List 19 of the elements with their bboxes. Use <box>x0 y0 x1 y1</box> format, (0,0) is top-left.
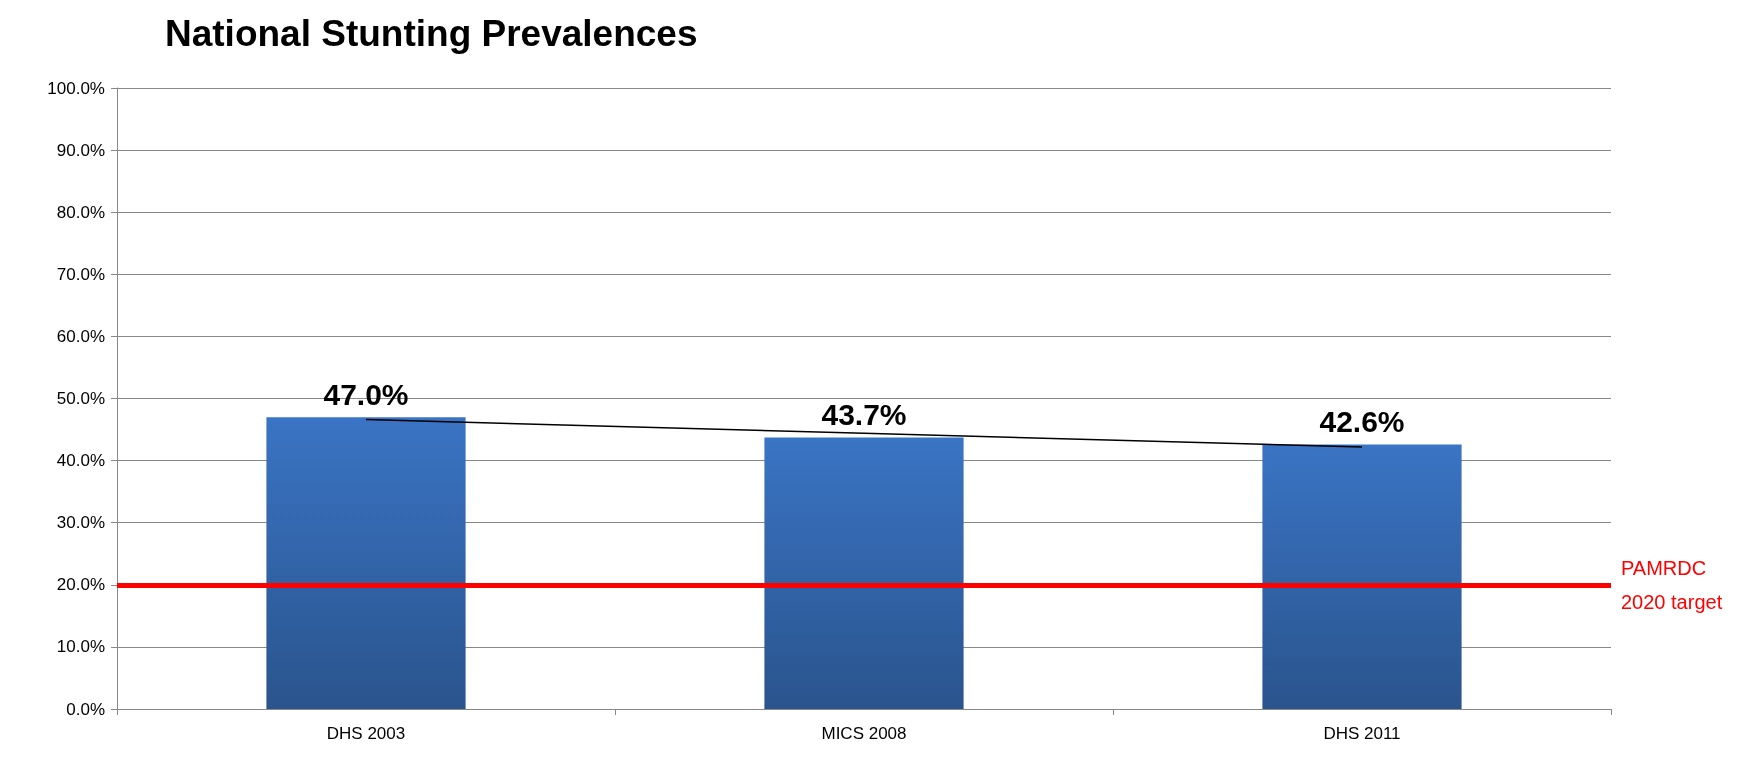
y-tick-label: 0.0% <box>66 699 105 719</box>
y-tick-label: 60.0% <box>56 326 105 346</box>
chart-title: National Stunting Prevalences <box>165 13 698 54</box>
y-tick-label: 50.0% <box>56 389 105 408</box>
y-tick-label: 100.0% <box>47 78 105 98</box>
y-tick-label: 30.0% <box>56 513 105 533</box>
data-label: 47.0% <box>323 377 409 411</box>
y-tick-label: 20.0% <box>56 575 105 595</box>
x-tick-label: DHS 2003 <box>326 724 406 743</box>
x-tick-label: DHS 2011 <box>1323 724 1401 743</box>
y-tick-label: 80.0% <box>56 202 105 222</box>
data-label: 43.7% <box>821 398 907 432</box>
y-tick-label: 70.0% <box>56 264 105 284</box>
y-tick-label: 40.0% <box>56 451 105 471</box>
x-tick-label: MICS 2008 <box>821 724 907 743</box>
ref-line-label: PAMRDC 2020 target <box>1621 556 1723 613</box>
data-label: 42.6% <box>1319 404 1405 438</box>
y-tick-label: 90.0% <box>56 140 105 160</box>
y-tick-label: 10.0% <box>56 637 105 657</box>
